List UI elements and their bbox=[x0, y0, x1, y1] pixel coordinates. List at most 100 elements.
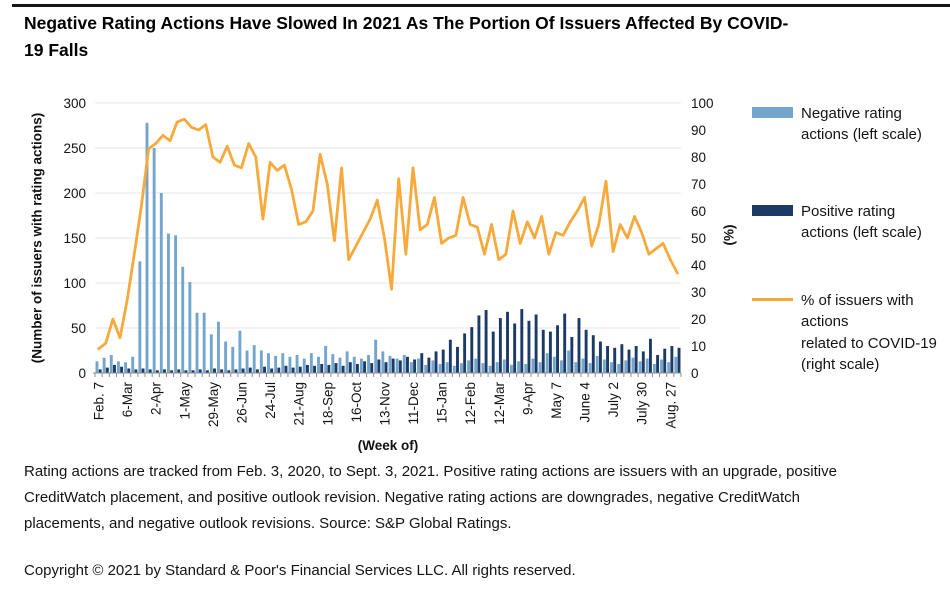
y-left-tick-label: 50 bbox=[71, 321, 86, 336]
bar-positive bbox=[598, 341, 602, 373]
bar-positive bbox=[198, 369, 202, 373]
x-tick-label: May 7 bbox=[549, 382, 564, 419]
bar-negative bbox=[381, 351, 385, 373]
bar-negative bbox=[116, 361, 120, 373]
bar-negative bbox=[274, 355, 278, 373]
y-left-tick-label: 100 bbox=[63, 276, 86, 291]
bar-negative bbox=[588, 363, 592, 373]
legend-item-negative: Negative rating actions (left scale) bbox=[752, 103, 944, 146]
bar-negative bbox=[638, 361, 642, 373]
bar-positive bbox=[363, 361, 367, 373]
bar-positive bbox=[270, 368, 274, 373]
bar-positive bbox=[463, 333, 467, 373]
bar-positive bbox=[291, 367, 295, 373]
bar-positive bbox=[341, 365, 345, 373]
bar-positive bbox=[277, 367, 281, 373]
bar-negative bbox=[445, 362, 449, 373]
bar-negative bbox=[131, 356, 135, 373]
top-border-rule bbox=[12, 4, 950, 7]
bar-negative bbox=[452, 365, 456, 373]
bar-positive bbox=[370, 363, 374, 373]
bar-negative bbox=[395, 358, 399, 373]
bar-positive bbox=[384, 362, 388, 373]
bar-negative bbox=[138, 261, 142, 373]
y-right-tick-label: 20 bbox=[691, 312, 706, 327]
bar-negative bbox=[331, 354, 335, 373]
bar-positive bbox=[141, 368, 145, 373]
bar-negative bbox=[545, 353, 549, 373]
covid-line bbox=[97, 117, 679, 351]
y-right-tick-label: 60 bbox=[691, 204, 706, 219]
bar-negative bbox=[95, 361, 99, 373]
bar-positive bbox=[563, 313, 567, 373]
bar-positive bbox=[170, 370, 174, 373]
y-right-tick-label: 40 bbox=[691, 258, 706, 273]
bar-negative bbox=[495, 362, 499, 373]
bar-negative bbox=[459, 363, 463, 373]
x-tick-label: 13-Nov bbox=[377, 382, 392, 426]
bar-negative bbox=[124, 362, 128, 373]
bar-negative bbox=[231, 346, 235, 373]
bar-negative bbox=[359, 358, 363, 373]
bar-positive bbox=[448, 339, 452, 373]
x-tick-label: 26-Jun bbox=[235, 382, 250, 423]
bar-positive bbox=[298, 366, 302, 373]
x-tick-label: 12-Mar bbox=[492, 382, 507, 425]
bar-positive bbox=[248, 367, 252, 373]
y-left-tick-label: 300 bbox=[63, 96, 86, 111]
y-right-tick-label: 100 bbox=[691, 96, 714, 111]
bar-positive bbox=[305, 364, 309, 373]
bar-positive bbox=[184, 370, 188, 373]
legend-swatch-covid-line-icon bbox=[752, 298, 793, 301]
bar-negative bbox=[667, 362, 671, 373]
y-right-tick-label: 10 bbox=[691, 339, 706, 354]
bar-positive bbox=[634, 346, 638, 373]
bar-positive bbox=[127, 368, 131, 373]
bar-positive bbox=[627, 349, 631, 373]
bar-positive bbox=[134, 369, 138, 373]
bar-positive bbox=[263, 366, 266, 373]
x-tick-label: 2-Apr bbox=[149, 381, 164, 415]
bar-positive bbox=[420, 353, 424, 373]
bar-positive bbox=[177, 369, 181, 373]
bar-positive bbox=[113, 364, 116, 373]
y-right-tick-label: 90 bbox=[691, 123, 706, 138]
y-right-tick-label: 30 bbox=[691, 285, 706, 300]
bar-positive bbox=[670, 346, 674, 373]
bar-negative bbox=[317, 356, 320, 373]
bar-negative bbox=[195, 312, 199, 373]
bar-positive bbox=[148, 369, 152, 373]
bar-positive bbox=[205, 370, 209, 373]
bar-negative bbox=[109, 355, 113, 373]
bar-positive bbox=[441, 349, 445, 373]
bar-negative bbox=[417, 358, 421, 373]
y-right-tick-label: 0 bbox=[691, 366, 699, 381]
bar-negative bbox=[674, 356, 678, 373]
bar-positive bbox=[498, 318, 502, 373]
legend-item-covid-line: % of issuers with actions related to COV… bbox=[752, 290, 944, 375]
bar-positive bbox=[677, 347, 681, 373]
x-tick-label: 16-Oct bbox=[349, 382, 364, 423]
bar-positive bbox=[506, 311, 509, 373]
bar-negative bbox=[166, 233, 170, 373]
y-right-tick-label: 80 bbox=[691, 150, 706, 165]
y-left-tick-label: 0 bbox=[78, 366, 86, 381]
bar-negative bbox=[209, 334, 213, 373]
bar-negative bbox=[481, 363, 485, 373]
copyright-text: Copyright © 2021 by Standard & Poor's Fi… bbox=[24, 562, 576, 579]
bar-positive bbox=[577, 318, 581, 373]
bar-positive bbox=[105, 367, 109, 373]
bar-positive bbox=[484, 310, 488, 373]
bar-positive bbox=[391, 358, 395, 373]
bar-positive bbox=[163, 369, 166, 373]
bar-negative bbox=[467, 360, 471, 373]
x-tick-label: 1-May bbox=[177, 382, 192, 420]
bar-positive bbox=[234, 369, 238, 373]
legend-label-covid-line: % of issuers with actions related to COV… bbox=[801, 292, 937, 373]
bar-positive bbox=[620, 344, 624, 373]
bar-negative bbox=[610, 362, 613, 373]
bar-negative bbox=[409, 362, 413, 373]
bar-negative bbox=[338, 357, 342, 373]
bar-positive bbox=[320, 364, 324, 373]
bar-negative bbox=[652, 364, 656, 373]
